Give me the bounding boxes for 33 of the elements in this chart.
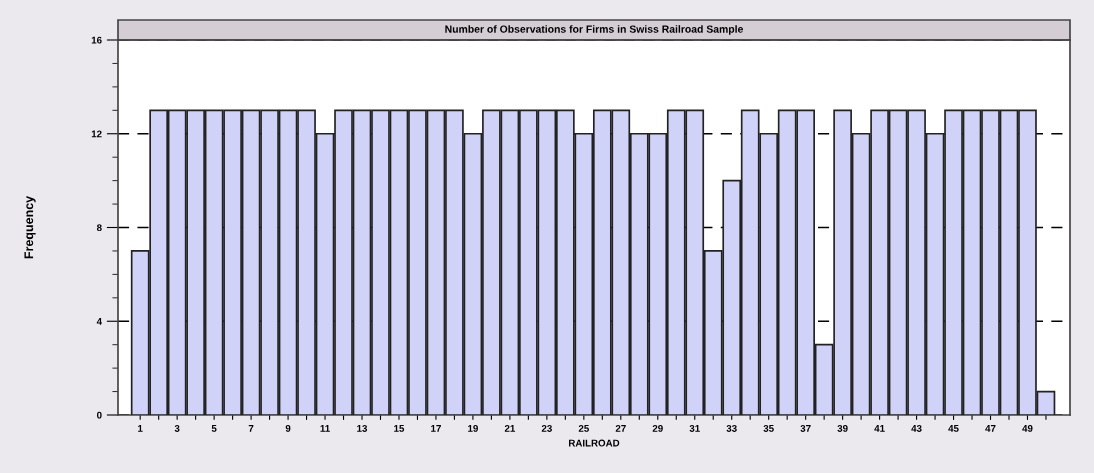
x-tick-label: 43 [911, 424, 922, 432]
x-tick-label: 13 [357, 424, 368, 432]
x-tick-label: 49 [1022, 424, 1033, 432]
x-tick-label: 29 [652, 424, 663, 432]
x-tick-label: 19 [468, 424, 478, 432]
x-tick-label: 27 [615, 424, 626, 432]
y-tick-label: 0 [97, 411, 102, 419]
x-tick-label: 47 [985, 425, 996, 432]
x-tick-label: 23 [541, 424, 552, 432]
x-tick-label: 17 [431, 425, 441, 432]
x-tick-label: 21 [504, 424, 516, 432]
x-tick-label: 45 [948, 425, 959, 432]
x-tick-label: 7 [248, 425, 254, 432]
x-tick-label: 33 [726, 424, 737, 432]
x-tick-label: 35 [763, 424, 774, 432]
x-tick-label: 9 [285, 424, 291, 432]
y-tick-label: 4 [96, 318, 102, 325]
x-tick-label: 1 [138, 425, 143, 432]
y-tick-label: 8 [96, 224, 102, 232]
x-tick-label: 5 [211, 425, 217, 432]
x-tick-label: 37 [800, 424, 811, 432]
x-tick-label: 39 [837, 424, 848, 432]
y-axis-title: Frequency [24, 195, 36, 259]
x-tick-label: 11 [320, 425, 330, 432]
chart-title: Number of Observations for Firms in Swiss Railroad Sample [445, 25, 743, 35]
x-tick-label: 25 [578, 424, 589, 432]
x-tick-label: 3 [174, 424, 180, 432]
x-tick-label: 31 [689, 424, 700, 432]
x-tick-label: 41 [874, 425, 885, 432]
y-tick-label: 16 [91, 36, 102, 44]
y-tick-label: 12 [91, 130, 102, 138]
x-axis-title: RAILROAD [569, 439, 620, 447]
x-tick-label: 15 [394, 425, 405, 432]
